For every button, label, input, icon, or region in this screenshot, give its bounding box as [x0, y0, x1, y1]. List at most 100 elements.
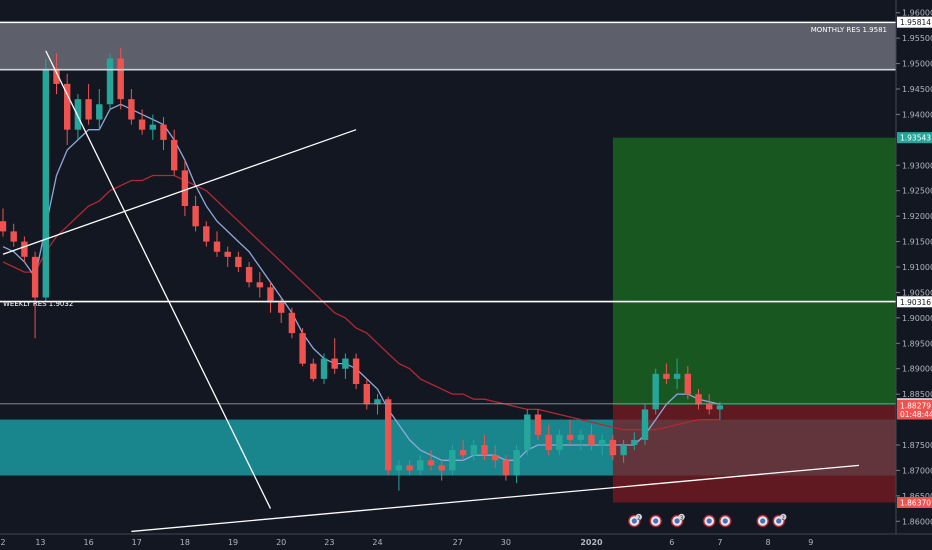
- candle: [31, 251, 39, 339]
- candle: [342, 353, 349, 379]
- price-tick-label: 1.89000: [902, 365, 932, 374]
- resistance-zone: [0, 22, 896, 70]
- candle: [10, 223, 17, 247]
- candle: [609, 434, 617, 461]
- candle: [470, 439, 477, 461]
- price-axis-label: 1.86370: [900, 498, 931, 507]
- candle: [181, 160, 189, 217]
- price-tick-label: 1.87000: [902, 466, 932, 475]
- economic-event-icon[interactable]: [649, 514, 662, 528]
- candle: [149, 114, 156, 140]
- time-tick-label: 16: [84, 538, 94, 547]
- time-tick-label: 19: [228, 538, 238, 547]
- price-axis-label: 1.90316: [900, 298, 931, 307]
- candle: [716, 401, 724, 420]
- candle: [320, 353, 328, 384]
- time-tick-label: 8: [766, 538, 771, 547]
- price-axis-label-box: [897, 399, 932, 411]
- time-tick-label: 6: [669, 538, 674, 547]
- candle: [288, 307, 296, 339]
- price-tick-label: 1.95000: [902, 60, 932, 69]
- price-axis-label: 1.93543: [900, 134, 931, 143]
- candle: [663, 363, 670, 384]
- time-tick-label: 20: [276, 538, 286, 547]
- candle: [42, 58, 49, 303]
- price-tick-label: 1.94500: [902, 85, 932, 94]
- economic-event-icon[interactable]: [719, 514, 732, 528]
- economic-event-icon[interactable]: [756, 514, 769, 528]
- candle: [138, 109, 146, 135]
- economic-event-icon[interactable]: 2: [772, 513, 787, 528]
- price-tick-label: 1.92000: [902, 212, 932, 221]
- price-axis-label-box: [897, 132, 932, 144]
- weekly-res-label: WEEKLY RES 1.9032: [3, 300, 73, 308]
- candle: [417, 455, 424, 476]
- candle: [106, 53, 114, 110]
- svg-text:2: 2: [782, 515, 785, 521]
- candle: [556, 429, 563, 456]
- candle: [352, 353, 360, 390]
- trendline[interactable]: [131, 464, 860, 533]
- candle: [652, 368, 659, 415]
- candle: [267, 282, 274, 313]
- price-axis-label-box: [897, 296, 932, 308]
- ema-slow-line: [2, 174, 720, 431]
- moving-averages-layer: [2, 103, 721, 461]
- time-tick-label: 23: [324, 538, 334, 547]
- trendline[interactable]: [2, 129, 357, 255]
- candle: [245, 261, 253, 288]
- price-axis[interactable]: [896, 0, 932, 550]
- candle: [492, 445, 499, 468]
- monthly-res-label: MONTHLY RES 1.9581: [811, 26, 887, 34]
- time-tick-label: 2020: [580, 538, 603, 547]
- price-tick-label: 1.86500: [902, 492, 932, 501]
- candle: [427, 450, 435, 471]
- position-target-zone[interactable]: [612, 137, 896, 406]
- price-axis-ticks: 1.96000 1.95500 1.95000 1.94500 1.94000 1.930…: [896, 9, 932, 526]
- candle: [406, 460, 413, 476]
- candle: [588, 424, 595, 451]
- candles-layer: [0, 48, 724, 491]
- price-tick-label: 1.94000: [902, 110, 932, 119]
- price-axis-label: 1.95814: [900, 18, 931, 27]
- candle: [21, 236, 28, 262]
- candle: [706, 394, 713, 415]
- candle: [599, 434, 606, 456]
- candle: [192, 195, 199, 232]
- time-axis[interactable]: [0, 534, 932, 550]
- position-stop-zone[interactable]: [612, 405, 896, 503]
- candle: [64, 73, 71, 145]
- candle: [85, 83, 92, 125]
- candle: [310, 358, 317, 382]
- economic-event-icon[interactable]: [703, 514, 716, 528]
- candle: [513, 445, 520, 484]
- candle: [385, 396, 392, 476]
- candle: [695, 389, 702, 410]
- candle: [374, 394, 381, 415]
- candle: [128, 89, 135, 125]
- zones-layer: [0, 22, 896, 503]
- candle: [641, 404, 649, 445]
- candle: [502, 455, 510, 481]
- time-tick-label: 27: [453, 538, 463, 547]
- price-tick-label: 1.92500: [902, 187, 932, 196]
- economic-event-icon[interactable]: 2: [628, 513, 642, 528]
- candle: [331, 338, 338, 374]
- economic-event-icon[interactable]: 3: [670, 513, 685, 528]
- price-tick-label: 1.96000: [902, 9, 932, 18]
- price-axis-label-box: [897, 16, 932, 28]
- candle: [171, 129, 178, 176]
- svg-text:3: 3: [680, 515, 683, 521]
- time-tick-label: 30: [501, 538, 511, 547]
- price-axis-label-box: [897, 408, 932, 420]
- candle: [631, 432, 638, 451]
- candle: [673, 358, 681, 390]
- price-axis-label: 01:48:44: [900, 410, 932, 419]
- candle: [235, 251, 242, 273]
- price-tick-label: 1.87500: [902, 441, 932, 450]
- candle: [577, 429, 584, 451]
- price-tick-label: 1.91000: [902, 263, 932, 272]
- trendline[interactable]: [45, 50, 272, 509]
- candle: [363, 378, 370, 410]
